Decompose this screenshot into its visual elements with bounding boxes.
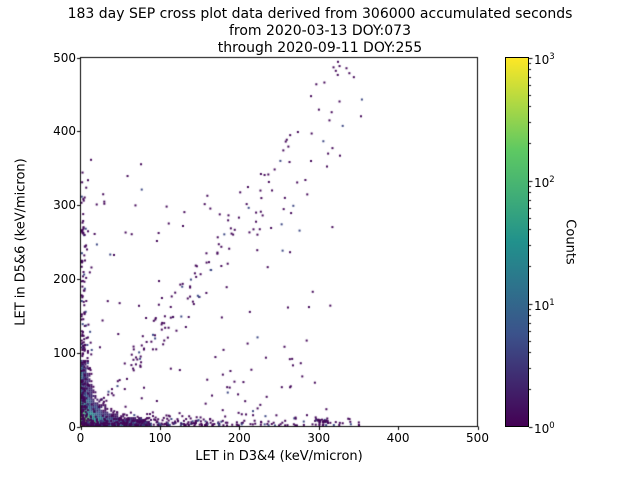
y-tick-label: 300 — [53, 198, 76, 213]
x-tick-label: 0 — [76, 431, 85, 445]
chart-title: 183 day SEP cross plot data derived from… — [0, 6, 640, 57]
y-tick-label: 400 — [53, 124, 76, 139]
colorbar — [505, 57, 529, 427]
y-axis-label: LET in D5&6 (keV/micron) — [13, 158, 29, 326]
chart-title-line-1: 183 day SEP cross plot data derived from… — [67, 6, 573, 22]
x-tick-label: 100 — [148, 431, 172, 445]
x-tick-label: 400 — [386, 431, 410, 445]
x-axis-label: LET in D3&4 (keV/micron) — [195, 449, 363, 464]
y-tick-label: 200 — [53, 271, 76, 286]
x-tick-label: 300 — [307, 431, 331, 445]
y-tick-label: 0 — [68, 419, 76, 434]
colorbar-tick-label: 102 — [534, 174, 555, 190]
chart-title-line-2: from 2020-03-13 DOY:073 — [228, 23, 411, 39]
y-tick-label: 500 — [53, 50, 76, 65]
colorbar-tick-label: 103 — [534, 51, 555, 67]
colorbar-label: Counts — [562, 219, 578, 265]
y-tick-label: 100 — [53, 345, 76, 360]
x-tick-label: 200 — [227, 431, 251, 445]
x-tick-label: 500 — [466, 431, 489, 445]
colorbar-tick-label: 100 — [534, 420, 555, 436]
colorbar-tick-label: 101 — [534, 297, 555, 313]
chart-title-line-3: through 2020-09-11 DOY:255 — [217, 40, 423, 56]
